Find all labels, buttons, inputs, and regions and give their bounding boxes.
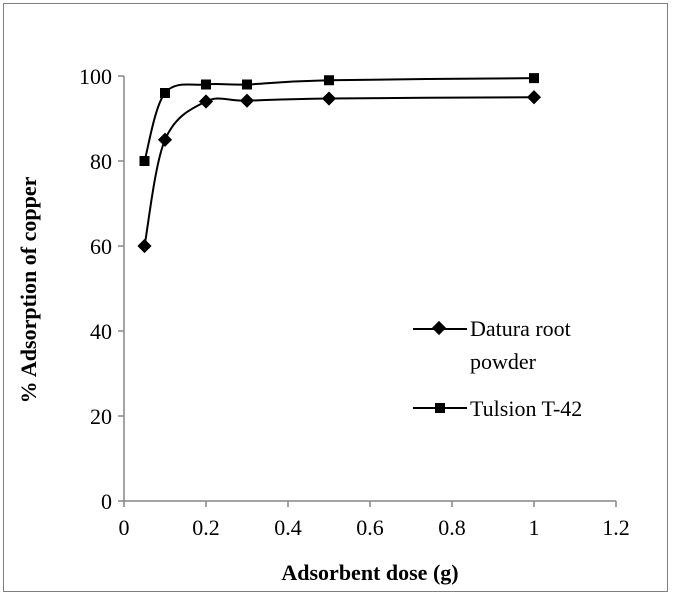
data-point-diamond — [239, 93, 255, 108]
data-point-diamond — [526, 90, 542, 105]
data-point-square — [139, 156, 150, 166]
legend-item-tulsion: Tulsion T-42 — [413, 396, 582, 421]
data-point-diamond — [198, 94, 214, 109]
legend-label-tulsion: Tulsion T-42 — [470, 396, 582, 421]
y-axis: 0 20 40 60 80 100 — [79, 64, 125, 514]
legend-label-datura-line1: Datura root — [470, 316, 571, 341]
y-tick-label: 0 — [101, 489, 112, 514]
x-tick-label: 1 — [529, 515, 540, 540]
series-layer — [137, 73, 542, 254]
data-point-square — [242, 79, 252, 90]
chart-frame — [3, 3, 668, 592]
series-line — [143, 96, 535, 247]
legend: Datura root powder Tulsion T-42 — [413, 316, 582, 421]
y-tick-label: 40 — [90, 319, 112, 344]
y-tick-label: 20 — [90, 404, 112, 429]
data-point-square — [529, 73, 539, 84]
y-tick-label: 60 — [90, 234, 112, 259]
y-axis-title: % Adsorption of copper — [16, 176, 41, 403]
x-tick-label: 0.6 — [356, 515, 384, 540]
data-point-diamond — [157, 132, 173, 147]
series-1 — [139, 73, 539, 166]
legend-marker-square — [435, 403, 445, 413]
x-tick-label: 0.4 — [274, 515, 302, 540]
legend-label-datura-line2: powder — [470, 349, 537, 374]
series-line — [143, 77, 535, 162]
y-tick-label: 100 — [79, 64, 112, 89]
data-point-diamond — [321, 91, 337, 106]
data-point-diamond — [137, 238, 152, 254]
data-point-square — [160, 88, 170, 98]
x-tick-label: 0.8 — [438, 515, 466, 540]
x-tick-label: 0 — [119, 515, 130, 540]
legend-item-datura: Datura root powder — [413, 316, 571, 374]
y-tick-label: 80 — [90, 149, 112, 174]
x-tick-label: 0.2 — [192, 515, 220, 540]
x-axis-title: Adsorbent dose (g) — [281, 560, 458, 585]
data-point-square — [324, 75, 334, 86]
series-0 — [137, 90, 542, 254]
legend-marker-diamond — [431, 320, 447, 336]
data-point-square — [201, 79, 211, 90]
x-axis: 0 0.2 0.4 0.6 0.8 1 1.2 — [119, 500, 630, 540]
x-tick-label: 1.2 — [602, 515, 630, 540]
